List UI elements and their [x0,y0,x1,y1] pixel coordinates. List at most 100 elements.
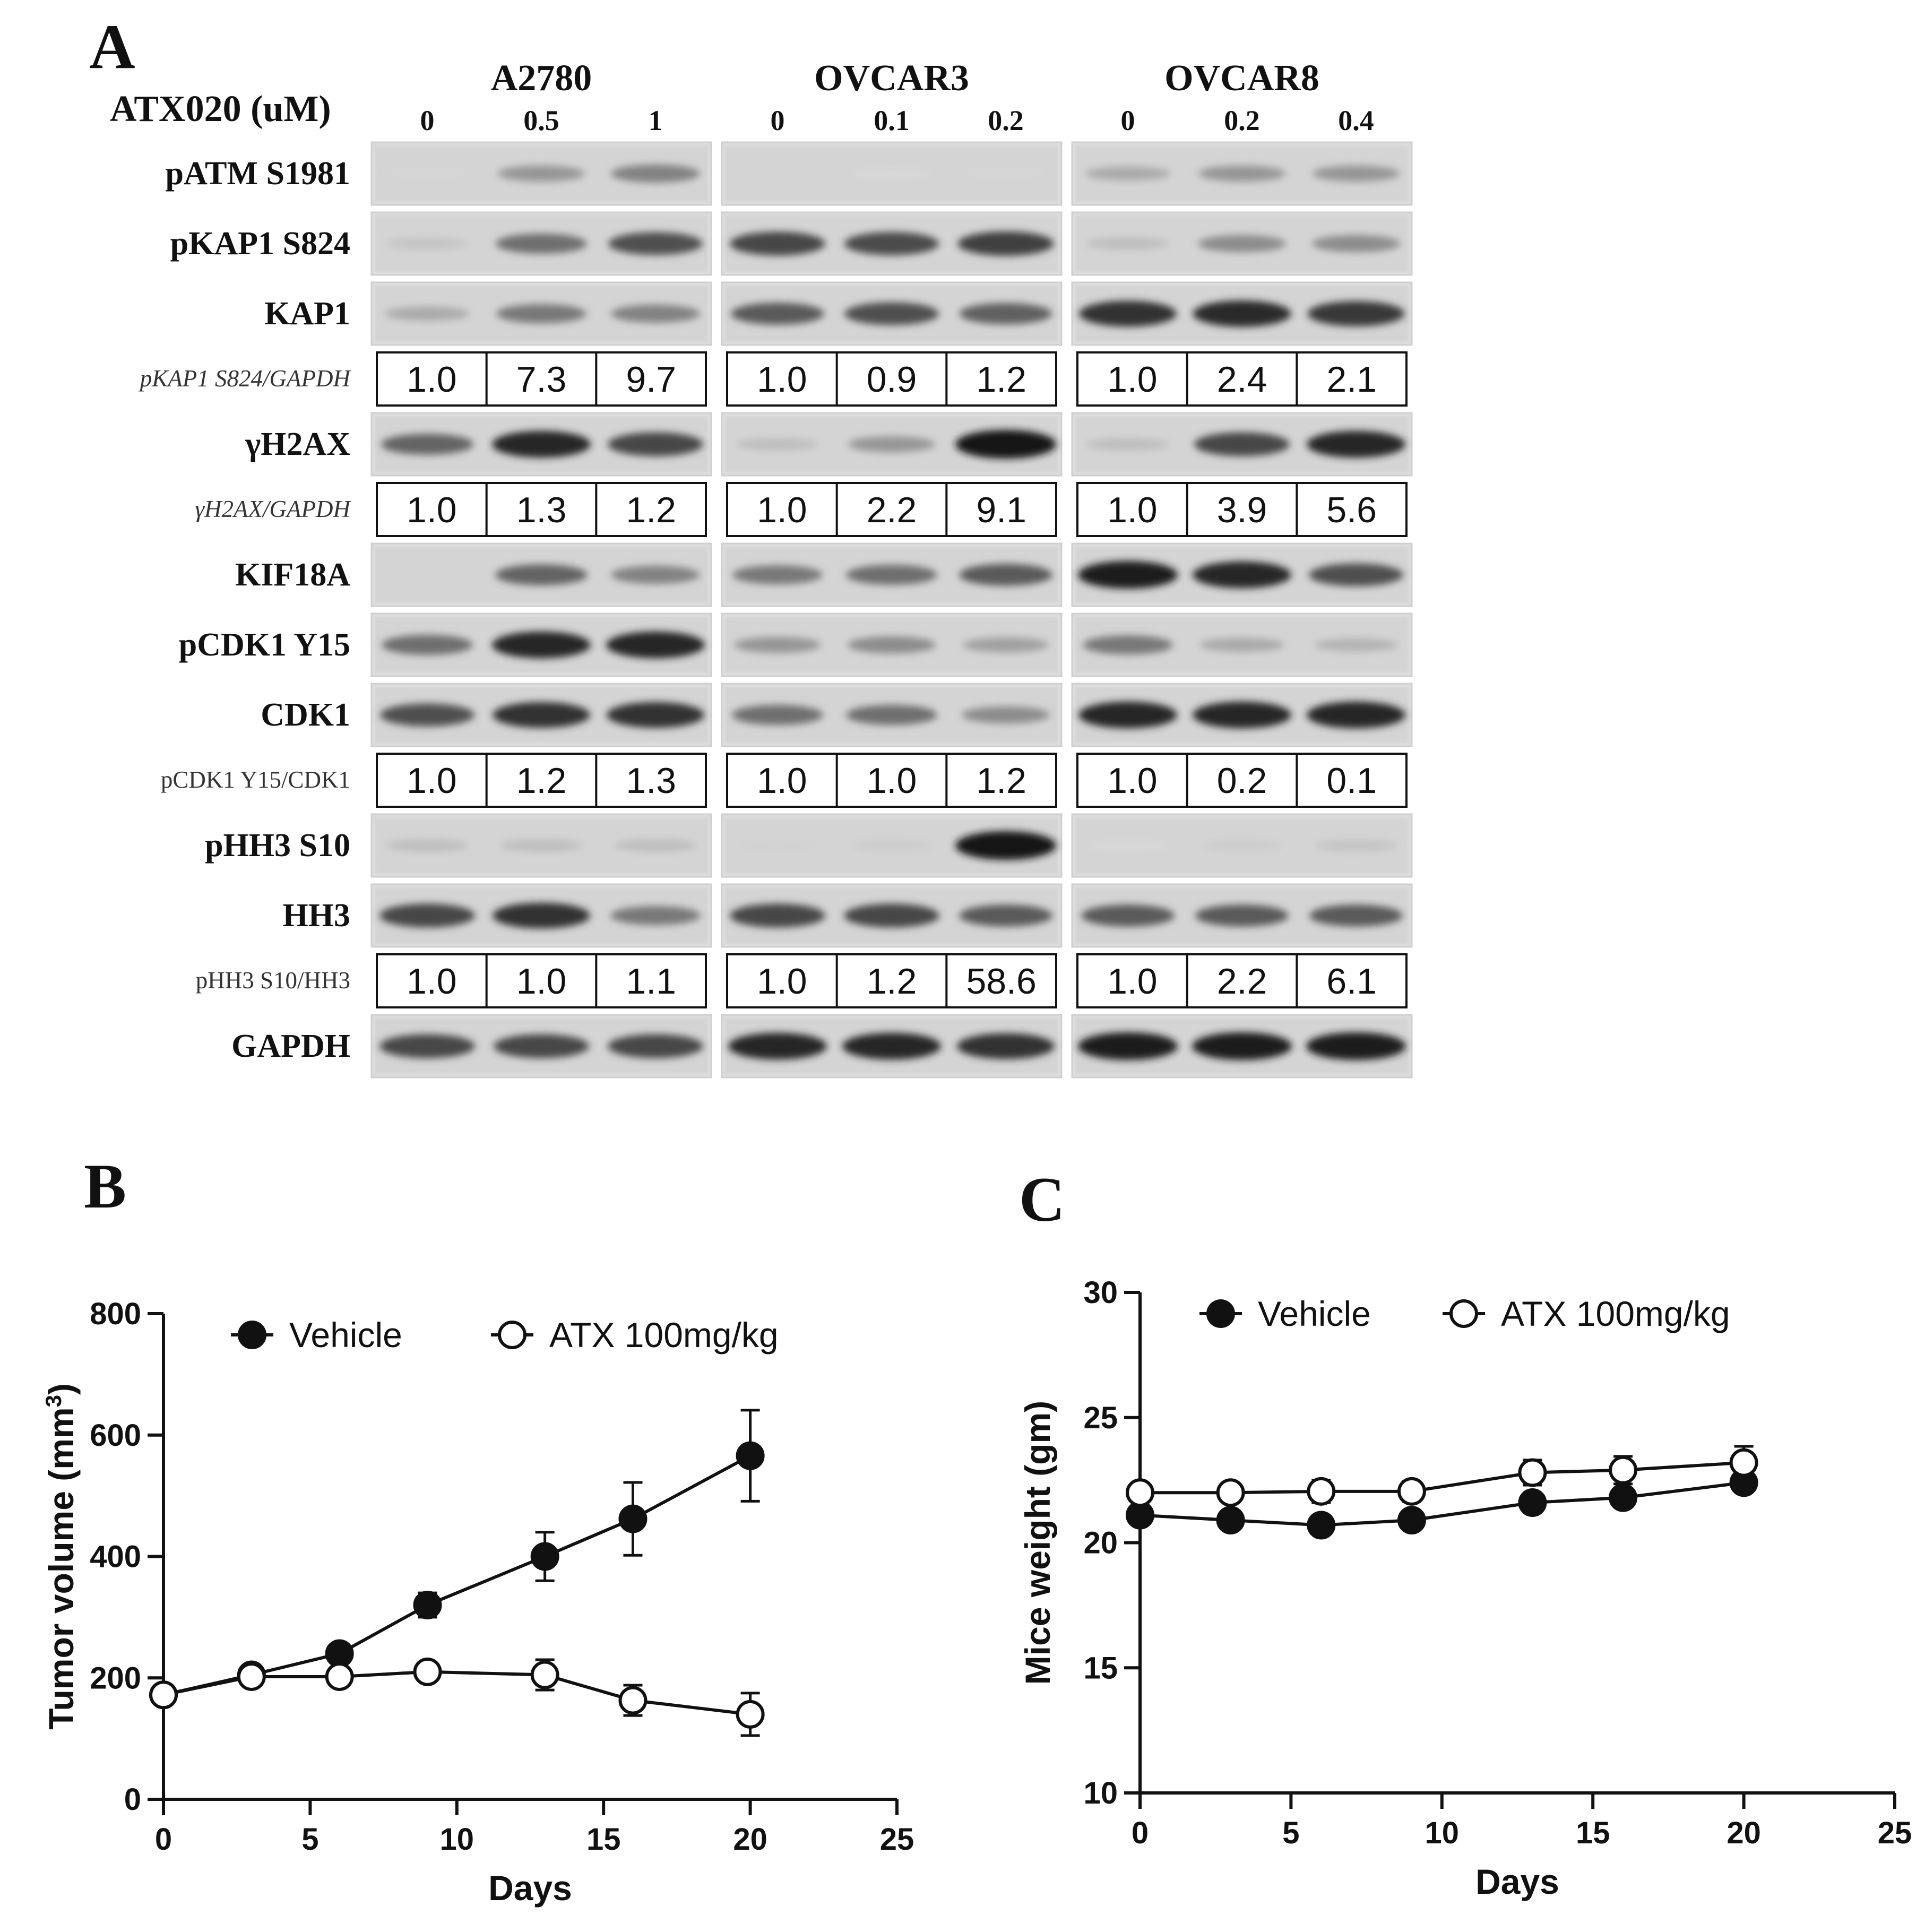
row-label: pKAP1 S824 [170,226,350,262]
blot-band [385,306,470,321]
blot-band [1078,701,1177,729]
quant-box [376,753,707,808]
blot-band [381,434,473,455]
concentration-label: 0 [1121,105,1135,136]
y-tick-label: 400 [90,1540,141,1574]
blot-band [611,304,700,323]
concentration-label: 0.5 [523,105,559,136]
quant-box [726,482,1057,537]
blot-band [732,565,823,584]
data-point [1518,1458,1547,1487]
y-tick-label: 600 [90,1418,141,1453]
x-tick-label: 20 [1727,1816,1761,1850]
blot-band [380,703,474,727]
blot-headers: A2780 0 0.5 1 OVCAR3 0 0.1 0.2 OVCAR8 0 0.2 0.4 [420,58,1374,136]
y-tick-label: 20 [1083,1526,1118,1560]
blot-band [1081,904,1175,927]
blot-row-phh3-s10-hh3: pHH3 S10/HH3 1.0 1.0 1.1 1.0 1.2 58.6 1.0 2.2 6.1 [196,953,1408,1008]
quant-value: 7.3 [516,359,567,400]
x-axis-title: Days [488,1868,572,1908]
quant-value: 1.0 [407,961,457,1002]
quant-value: 58.6 [966,961,1036,1002]
data-point [530,1542,559,1571]
row-label: pATM S1981 [165,156,350,192]
y-tick-label: 0 [124,1782,141,1817]
concentration-label: 0.1 [874,105,910,136]
legend-label: Vehicle [289,1315,402,1355]
blot-band [731,303,824,325]
blot-band [1195,904,1289,927]
quant-value: 1.0 [757,359,807,400]
blot-band [1306,1032,1406,1060]
row-label: KAP1 [264,296,350,332]
data-point [1609,1483,1638,1512]
blot-band [844,232,939,255]
blot-band [1312,235,1400,253]
blot-band [957,231,1054,256]
blot-band [955,831,1056,860]
data-point [149,1680,178,1710]
mice-weight-chart: 10 15 20 25 30 0 5 10 15 20 25 Days Mice weight (gm)… [1018,1275,1912,1901]
blot-band [846,705,937,725]
quant-value: 1.0 [516,961,567,1002]
quant-box [1076,753,1408,808]
data-point [1307,1477,1336,1506]
blot-band [1198,235,1286,253]
blot-band [959,564,1052,586]
concentration-label: 0.2 [1224,105,1260,136]
blot-band [1078,560,1178,589]
x-tick-label: 25 [880,1822,914,1857]
blot-row-kif18a: KIF18A [235,542,1413,607]
blot-row-pcdk1-y15: pCDK1 Y15 [179,613,1413,677]
data-point [736,1700,765,1729]
blot-band [610,906,701,925]
quant-box [1076,351,1408,407]
blot-band [959,303,1052,325]
quant-box [1076,482,1408,537]
legend-label: ATX 100mg/kg [549,1315,779,1355]
blot-band [608,232,703,255]
legend-marker [498,1321,526,1349]
row-label: HH3 [283,898,350,934]
blot-band [498,165,585,182]
quant-value: 1.3 [626,761,676,801]
blot-band [379,903,475,928]
quant-value: 9.1 [976,490,1026,530]
blot-band [493,702,590,728]
blot-row-hh3: HH3 [283,883,1413,948]
blot-band [737,840,818,851]
blot-band [1083,635,1173,654]
blot-band [1085,166,1170,181]
row-label: CDK1 [261,697,350,733]
quant-box [376,953,707,1008]
x-tick-label: 15 [1576,1816,1610,1850]
blot-band [959,904,1052,927]
quant-value: 1.0 [1107,490,1158,530]
quant-value: 1.0 [1107,961,1158,1002]
blot-band [844,903,939,928]
quant-value: 2.2 [867,490,917,530]
data-point [1397,1477,1426,1506]
blot-row-pkap1-s824-gapdh: pKAP1 S824/GAPDH 1.0 7.3 9.7 1.0 0.9 1.2 1.0 2.4… [139,351,1408,407]
series-vehicle [149,1409,765,1710]
quant-value: 2.2 [1217,961,1267,1002]
quant-value: 1.2 [516,761,567,801]
quant-value: 1.3 [516,490,567,530]
data-point [1518,1488,1547,1517]
quant-box [376,482,707,537]
quant-box [376,351,707,407]
x-tick-label: 0 [1132,1816,1149,1850]
y-axis-title-sup: 3 [41,1395,66,1407]
blot-band [496,234,587,254]
x-tick-label: 5 [1282,1816,1299,1850]
y-tick-label: 200 [90,1661,141,1695]
legend-marker [1449,1299,1478,1328]
row-label: KIF18A [235,557,350,593]
blot-band [1307,430,1405,458]
series-line [163,1454,752,1697]
row-label: pHH3 S10/HH3 [196,967,350,994]
x-tick-label: 15 [586,1822,621,1857]
blot-band [496,304,586,323]
blot-band [1313,165,1400,182]
data-point [1729,1448,1758,1477]
